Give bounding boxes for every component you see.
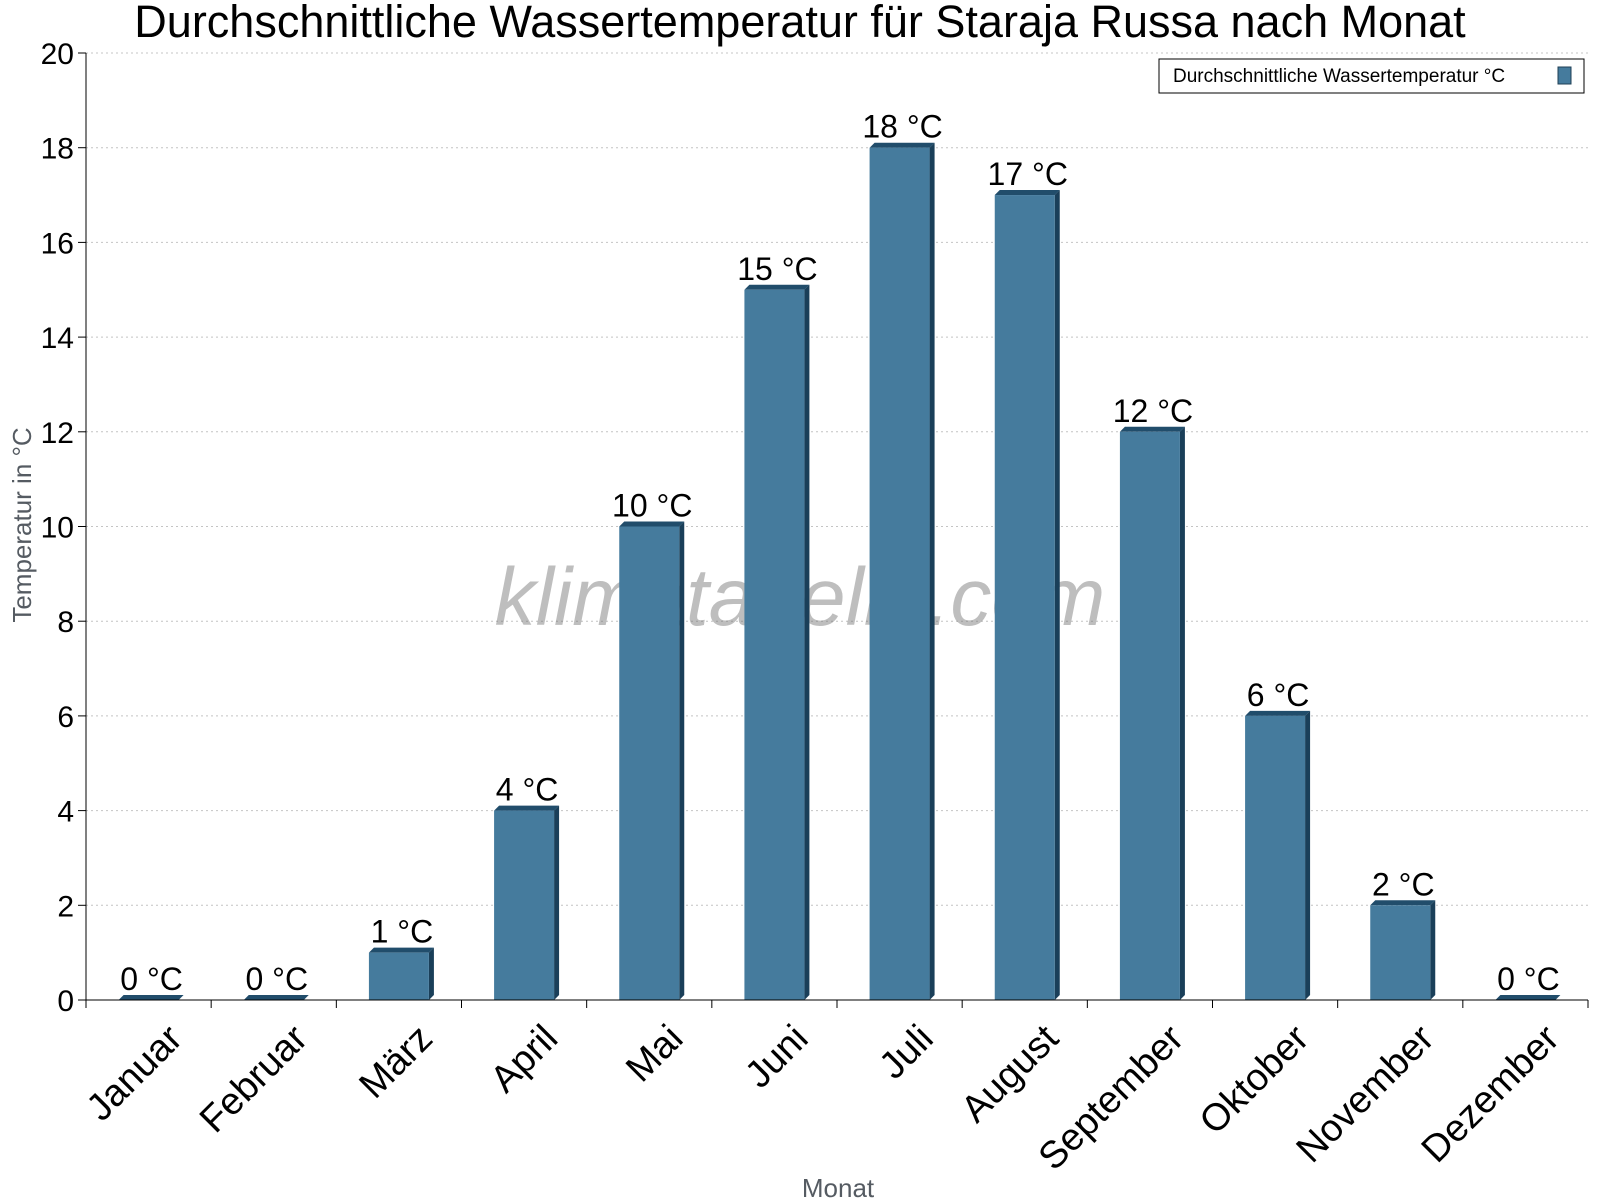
legend: Durchschnittliche Wassertemperatur °C bbox=[1158, 58, 1585, 94]
y-axis-ticks: 0 2 4 6 8 10 12 14 16 18 20 bbox=[41, 38, 86, 1018]
legend-swatch bbox=[1557, 66, 1572, 85]
bar-side bbox=[554, 805, 560, 1000]
bar-top bbox=[118, 995, 184, 1000]
data-label: 2 °C bbox=[1372, 866, 1435, 902]
bar-top bbox=[619, 521, 685, 527]
y-tick-label: 8 bbox=[57, 606, 74, 639]
data-label: 0 °C bbox=[120, 961, 183, 997]
bar bbox=[744, 284, 810, 1000]
data-label: 10 °C bbox=[612, 488, 692, 524]
x-tick-label: Juli bbox=[872, 1017, 942, 1087]
bar-top bbox=[1370, 900, 1436, 906]
gridlines bbox=[86, 52, 1588, 906]
x-axis-title: Monat bbox=[802, 1173, 875, 1200]
bar-side bbox=[804, 284, 810, 1000]
x-tick-label: Januar bbox=[79, 1017, 191, 1129]
y-tick-label: 10 bbox=[41, 512, 74, 545]
bar-side bbox=[1054, 190, 1060, 1001]
bar-top bbox=[368, 947, 434, 953]
bar bbox=[994, 190, 1060, 1001]
x-axis-ticks: Januar Februar März April Mai Juni Juli AugustS… bbox=[79, 1000, 1589, 1178]
bar-front bbox=[619, 526, 680, 1000]
bar-side bbox=[1179, 426, 1185, 1000]
bar bbox=[1370, 900, 1436, 1000]
bar-top bbox=[869, 142, 935, 148]
bar-side bbox=[929, 142, 935, 1000]
bar-front bbox=[994, 195, 1055, 1001]
bar-top bbox=[243, 995, 309, 1000]
bar-side bbox=[428, 947, 434, 1000]
bar bbox=[1245, 710, 1311, 1000]
bar-front bbox=[1119, 431, 1180, 1000]
data-label: 1 °C bbox=[371, 914, 434, 950]
y-tick-label: 0 bbox=[57, 985, 74, 1018]
bar-top bbox=[1495, 995, 1561, 1000]
x-tick-label: Dezember bbox=[1414, 1017, 1568, 1171]
data-label: 6 °C bbox=[1247, 677, 1310, 713]
legend-label: Durchschnittliche Wassertemperatur °C bbox=[1173, 66, 1505, 87]
bar-top bbox=[1119, 426, 1185, 432]
x-tick-label: April bbox=[483, 1017, 566, 1100]
bar bbox=[243, 995, 309, 1000]
y-tick-label: 6 bbox=[57, 701, 74, 734]
bar-front bbox=[1245, 715, 1306, 1000]
data-label: 18 °C bbox=[862, 109, 942, 145]
data-label: 0 °C bbox=[245, 961, 308, 997]
bar bbox=[494, 805, 560, 1000]
x-tick-label: Oktober bbox=[1192, 1017, 1318, 1143]
chart-title: Durchschnittliche Wassertemperatur für S… bbox=[134, 0, 1466, 47]
data-label: 4 °C bbox=[496, 772, 559, 808]
y-tick-label: 14 bbox=[41, 322, 74, 355]
x-tick-label: Juni bbox=[737, 1017, 816, 1096]
bar bbox=[619, 521, 685, 1000]
bar-top bbox=[1245, 710, 1311, 716]
bar-side bbox=[1430, 900, 1436, 1000]
bar-top bbox=[494, 805, 560, 811]
legend-box bbox=[1158, 58, 1585, 94]
data-label: 12 °C bbox=[1113, 393, 1193, 429]
y-tick-label: 4 bbox=[57, 796, 74, 829]
bar bbox=[1495, 995, 1561, 1000]
bar bbox=[368, 947, 434, 1000]
data-label: 17 °C bbox=[988, 156, 1068, 192]
y-tick-label: 20 bbox=[41, 38, 74, 71]
bar bbox=[118, 995, 184, 1000]
x-tick-label: März bbox=[352, 1017, 441, 1106]
bar-top bbox=[744, 284, 810, 290]
bar-side bbox=[679, 521, 685, 1000]
data-label: 15 °C bbox=[737, 251, 817, 287]
bar-top bbox=[994, 190, 1060, 196]
data-label: 0 °C bbox=[1497, 961, 1560, 997]
y-tick-label: 12 bbox=[41, 417, 74, 450]
bar-side bbox=[1305, 710, 1311, 1000]
bar-front bbox=[869, 147, 930, 1000]
bars bbox=[118, 142, 1561, 1001]
x-tick-label: August bbox=[953, 1017, 1067, 1131]
y-axis-title: Temperatur in °C bbox=[7, 427, 37, 622]
x-tick-label: Februar bbox=[192, 1017, 316, 1141]
bar-front bbox=[368, 952, 429, 1000]
data-labels: 0 °C 0 °C 1 °C 4 °C 10 °C 15 °C 18 °C 17 °C 12 °… bbox=[120, 109, 1559, 997]
bar bbox=[1119, 426, 1185, 1000]
bar bbox=[869, 142, 935, 1000]
y-tick-label: 18 bbox=[41, 133, 74, 166]
bar-front bbox=[1370, 905, 1431, 1000]
y-tick-label: 2 bbox=[57, 890, 74, 923]
bar-front bbox=[494, 810, 555, 1000]
x-tick-label: Mai bbox=[618, 1017, 691, 1090]
bar-front bbox=[744, 289, 805, 1000]
y-tick-label: 16 bbox=[41, 227, 74, 260]
